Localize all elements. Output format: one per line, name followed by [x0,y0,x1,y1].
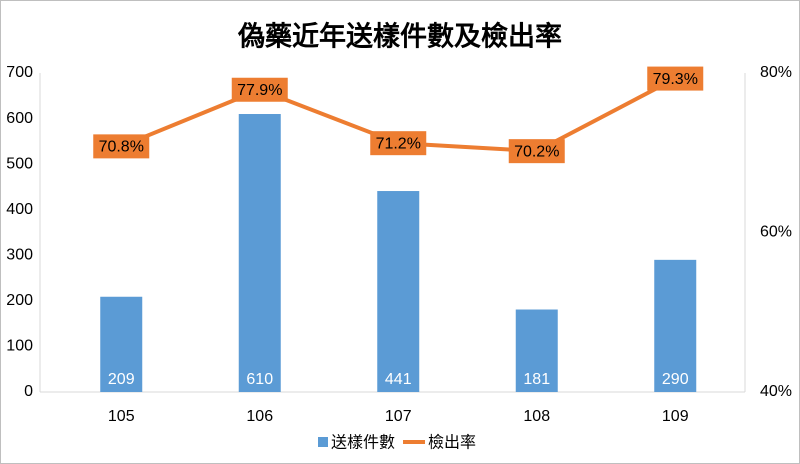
line-value-label: 77.9% [237,82,282,99]
y2-tick-label: 40% [760,383,792,400]
y-tick-label: 100 [6,338,33,355]
x-tick-label: 105 [108,408,135,425]
x-tick-label: 108 [523,408,550,425]
bar [377,191,420,392]
value-label-box [370,131,427,156]
chart-title: 偽藥近年送樣件數及檢出率 [237,21,562,53]
bar [100,296,143,392]
bar-value-label: 181 [523,371,550,388]
y-tick-label: 500 [6,155,33,172]
bar-value-label: 290 [662,371,689,388]
line-value-label: 79.3% [653,71,698,88]
bar [515,309,558,392]
y-tick-label: 200 [6,292,33,309]
y2-tick-label: 80% [760,64,792,81]
value-label-box [93,134,150,159]
x-tick-label: 106 [246,408,273,425]
line-value-label: 70.2% [514,143,559,160]
x-tick-label: 109 [662,408,689,425]
bar-value-label: 610 [246,371,273,388]
y-tick-label: 300 [6,247,33,264]
value-label-box [647,66,704,91]
legend-label: 檢出率 [428,433,476,452]
y2-tick-label: 60% [760,224,792,241]
value-label-box [231,77,288,102]
legend-label: 送樣件數 [331,433,395,452]
y-tick-label: 400 [6,201,33,218]
y-tick-label: 0 [24,383,33,400]
bar-value-label: 441 [385,371,412,388]
x-tick-label: 107 [385,408,412,425]
bar [654,259,697,392]
bar-value-label: 209 [108,371,135,388]
bar [238,114,281,392]
value-label-box [508,139,565,164]
y-tick-label: 700 [6,64,33,81]
line-value-label: 71.2% [376,135,421,152]
y-tick-label: 600 [6,110,33,127]
line-value-label: 70.8% [99,139,144,156]
legend-swatch [318,437,328,447]
